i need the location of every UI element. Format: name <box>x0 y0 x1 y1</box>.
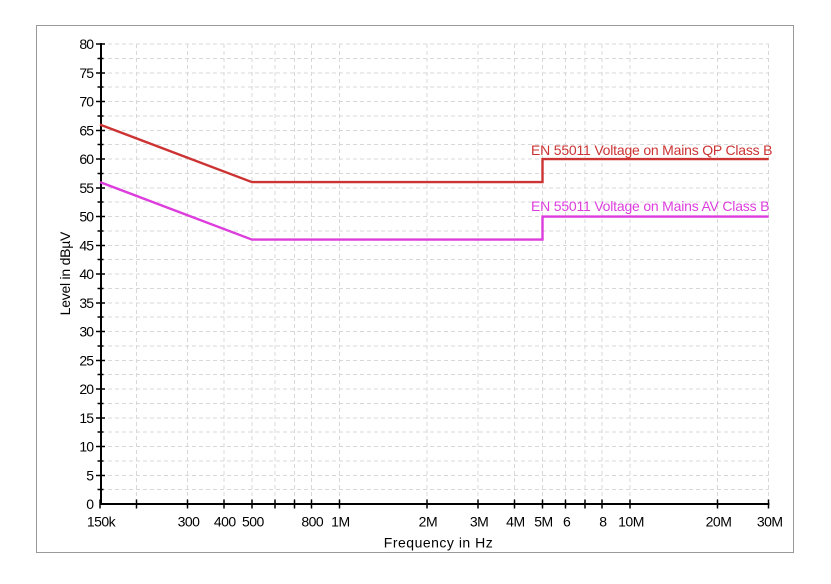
svg-text:0: 0 <box>86 496 94 512</box>
svg-text:3M: 3M <box>470 514 488 530</box>
svg-text:2M: 2M <box>419 514 437 530</box>
svg-text:10: 10 <box>79 439 94 455</box>
svg-text:10M: 10M <box>618 514 644 530</box>
svg-text:5M: 5M <box>534 514 552 530</box>
svg-text:1M: 1M <box>331 514 349 530</box>
svg-text:500: 500 <box>242 514 265 530</box>
svg-text:45: 45 <box>79 237 94 253</box>
svg-text:65: 65 <box>79 122 94 138</box>
svg-text:Level in dBµV: Level in dBµV <box>57 231 73 315</box>
svg-text:75: 75 <box>79 65 94 81</box>
svg-text:40: 40 <box>79 266 94 282</box>
svg-text:4M: 4M <box>506 514 524 530</box>
svg-text:35: 35 <box>79 295 94 311</box>
svg-text:55: 55 <box>79 180 94 196</box>
svg-text:150k: 150k <box>87 514 117 530</box>
svg-text:30: 30 <box>79 324 94 340</box>
svg-text:300: 300 <box>178 514 201 530</box>
svg-text:30M: 30M <box>757 514 783 530</box>
svg-text:20M: 20M <box>706 514 732 530</box>
svg-text:6: 6 <box>563 514 571 530</box>
svg-text:EN 55011 Voltage on Mains AV C: EN 55011 Voltage on Mains AV Class B <box>531 198 769 214</box>
svg-text:25: 25 <box>79 352 94 368</box>
svg-text:70: 70 <box>79 94 94 110</box>
svg-text:Frequency in Hz: Frequency in Hz <box>384 535 493 551</box>
svg-text:80: 80 <box>79 36 94 52</box>
svg-text:60: 60 <box>79 151 94 167</box>
svg-text:EN 55011 Voltage on Mains QP C: EN 55011 Voltage on Mains QP Class B <box>531 142 772 158</box>
svg-text:400: 400 <box>214 514 237 530</box>
svg-text:5: 5 <box>86 467 94 483</box>
svg-text:800: 800 <box>301 514 324 530</box>
svg-text:20: 20 <box>79 381 94 397</box>
svg-text:15: 15 <box>79 410 94 426</box>
svg-text:8: 8 <box>599 514 607 530</box>
svg-text:50: 50 <box>79 209 94 225</box>
